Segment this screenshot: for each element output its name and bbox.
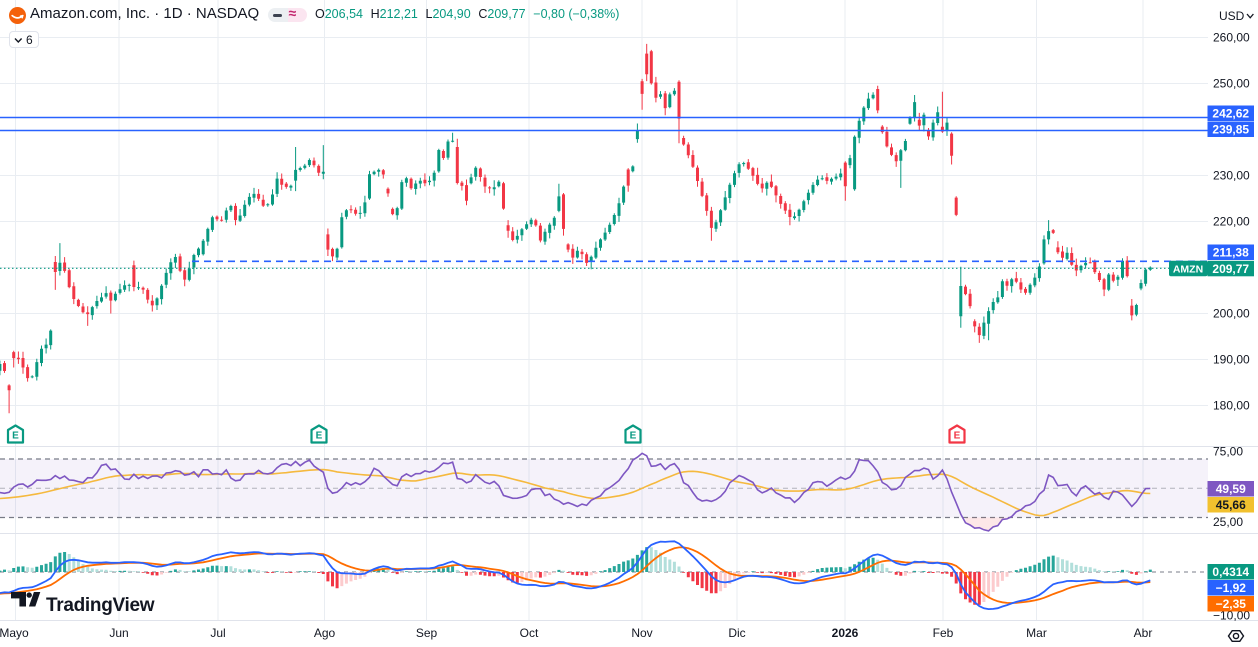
- svg-text:Sep: Sep: [416, 626, 438, 640]
- svg-text:E: E: [316, 431, 323, 442]
- svg-text:260,00: 260,00: [1213, 31, 1250, 45]
- svg-text:Jun: Jun: [109, 626, 128, 640]
- svg-text:AMZN: AMZN: [1173, 264, 1203, 276]
- svg-text:Feb: Feb: [933, 626, 954, 640]
- svg-text:Nov: Nov: [631, 626, 652, 640]
- svg-text:45,66: 45,66: [1216, 498, 1246, 512]
- svg-text:−1,92: −1,92: [1216, 581, 1247, 595]
- svg-text:Ago: Ago: [314, 626, 336, 640]
- svg-text:2026: 2026: [832, 626, 859, 640]
- svg-text:Abr: Abr: [1134, 626, 1153, 640]
- svg-text:239,85: 239,85: [1212, 122, 1249, 136]
- svg-text:49,59: 49,59: [1216, 482, 1246, 496]
- svg-text:E: E: [954, 431, 961, 442]
- svg-text:190,00: 190,00: [1213, 353, 1250, 367]
- svg-text:Oct: Oct: [520, 626, 539, 640]
- svg-text:200,00: 200,00: [1213, 307, 1250, 321]
- svg-text:Mayo: Mayo: [0, 626, 29, 640]
- svg-text:−10,00: −10,00: [1213, 609, 1250, 623]
- svg-text:209,77: 209,77: [1212, 262, 1249, 276]
- svg-text:Dic: Dic: [728, 626, 745, 640]
- svg-text:230,00: 230,00: [1213, 169, 1250, 183]
- svg-text:220,00: 220,00: [1213, 215, 1250, 229]
- svg-text:25,00: 25,00: [1213, 515, 1243, 529]
- svg-text:0,4314: 0,4314: [1212, 565, 1249, 579]
- svg-text:75,00: 75,00: [1213, 445, 1243, 459]
- svg-text:211,38: 211,38: [1213, 245, 1249, 259]
- svg-text:TradingView: TradingView: [46, 595, 155, 616]
- svg-text:250,00: 250,00: [1213, 77, 1250, 91]
- svg-text:−2,35: −2,35: [1216, 597, 1247, 611]
- svg-text:Mar: Mar: [1026, 626, 1047, 640]
- svg-text:E: E: [630, 431, 637, 442]
- svg-text:242,62: 242,62: [1212, 106, 1249, 120]
- svg-text:Jul: Jul: [210, 626, 225, 640]
- svg-text:E: E: [12, 431, 19, 442]
- svg-text:USD: USD: [1219, 9, 1245, 23]
- svg-text:180,00: 180,00: [1213, 399, 1250, 413]
